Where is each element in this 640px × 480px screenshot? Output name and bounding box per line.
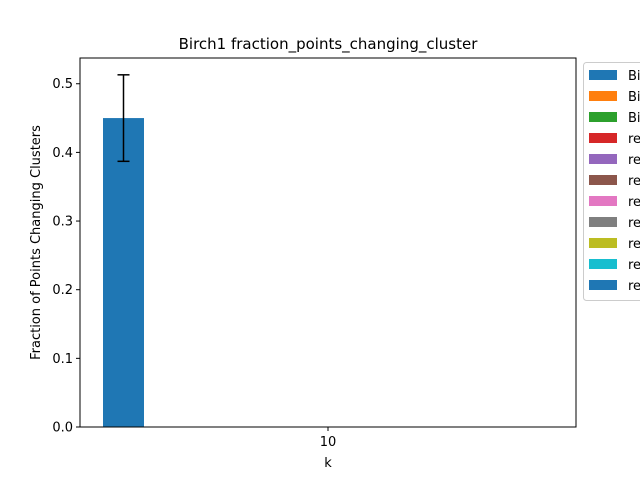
legend-label: re xyxy=(628,258,640,273)
legend-swatch xyxy=(589,259,617,269)
x-axis-label: k xyxy=(324,456,332,471)
x-tick-label: 10 xyxy=(320,435,337,450)
y-tick-label: 0.3 xyxy=(52,215,73,230)
y-tick-label: 0.1 xyxy=(52,352,73,367)
legend-label: Bi xyxy=(628,90,640,105)
legend-label: Bi xyxy=(628,69,640,84)
legend-swatch xyxy=(589,175,617,185)
legend-label: re xyxy=(628,216,640,231)
legend-label: re xyxy=(628,174,640,189)
legend-label: re xyxy=(628,237,640,252)
legend-label: re xyxy=(628,153,640,168)
legend-label: re xyxy=(628,132,640,147)
legend-swatch xyxy=(589,133,617,143)
legend-swatch xyxy=(589,217,617,227)
y-tick-label: 0.5 xyxy=(52,77,73,92)
legend-swatch xyxy=(589,238,617,248)
y-tick-label: 0.0 xyxy=(52,421,73,436)
legend: Bi Bi Bi re re re re re re re re xyxy=(583,62,640,301)
y-tick-label: 0.2 xyxy=(52,283,73,298)
legend-swatch xyxy=(589,112,617,122)
x-axis: 10 xyxy=(320,427,337,450)
legend-swatch xyxy=(589,91,617,101)
legend-label: re xyxy=(628,195,640,210)
legend-swatch xyxy=(589,280,617,290)
chart-title: Birch1 fraction_points_changing_cluster xyxy=(179,35,479,54)
legend-label: re xyxy=(628,279,640,294)
y-axis: 0.0 0.1 0.2 0.3 0.4 0.5 xyxy=(52,77,80,436)
y-axis-label: Fraction of Points Changing Clusters xyxy=(29,125,44,360)
legend-swatch xyxy=(589,70,617,80)
legend-swatch xyxy=(589,196,617,206)
legend-label: Bi xyxy=(628,111,640,126)
bar xyxy=(103,118,144,428)
legend-swatch xyxy=(589,154,617,164)
y-tick-label: 0.4 xyxy=(52,146,73,161)
